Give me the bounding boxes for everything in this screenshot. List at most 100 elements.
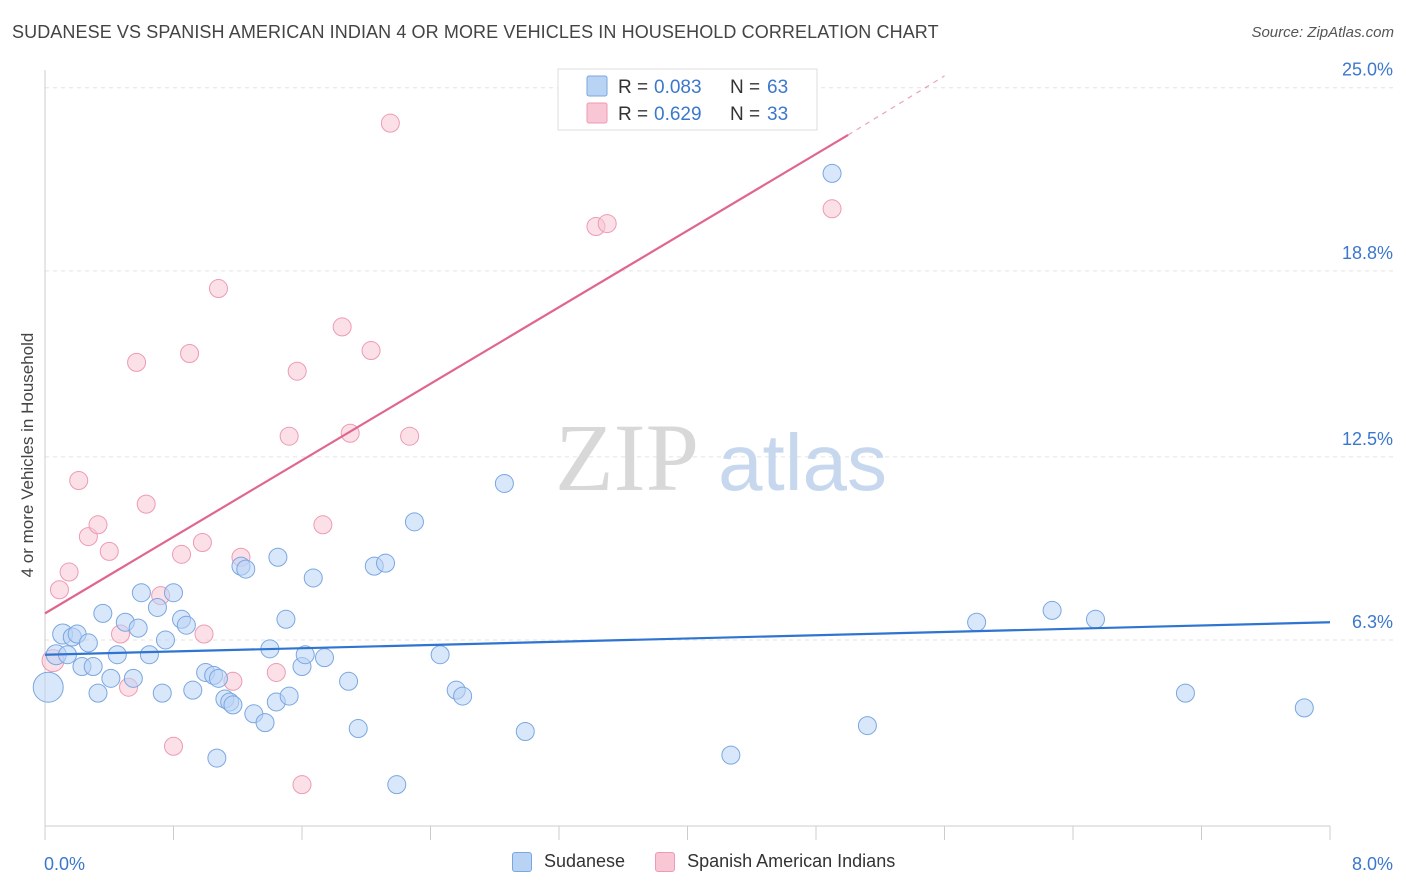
sudanese-point — [276, 609, 296, 629]
sudanese-point — [404, 512, 424, 532]
legend-r-value-2: 0.629 — [654, 104, 702, 125]
sudanese-point — [255, 713, 275, 733]
sudanese-point — [721, 745, 741, 765]
spanish-point — [180, 344, 200, 363]
sudanese-point — [107, 645, 127, 665]
sudanese-point — [1085, 609, 1105, 629]
spanish-point — [194, 624, 214, 644]
watermark-atlas: atlas — [718, 418, 887, 507]
y-tick-label: 25.0% — [1342, 60, 1393, 80]
sudanese-point — [857, 716, 877, 736]
legend-r-value-1: 0.083 — [654, 77, 702, 98]
chart-title: SUDANESE VS SPANISH AMERICAN INDIAN 4 OR… — [12, 22, 939, 42]
legend-label-sudanese: Sudanese — [544, 851, 626, 871]
legend-label-spanish: Spanish American Indians — [687, 851, 896, 871]
sudanese-point — [268, 547, 288, 567]
spanish-point — [164, 736, 183, 756]
sudanese-point — [128, 618, 148, 638]
spanish-point — [208, 279, 228, 299]
spanish-point — [597, 214, 617, 234]
sudanese-point — [78, 633, 98, 653]
sudanese-point — [131, 583, 151, 603]
x-tick-label-max: 8.0% — [1352, 854, 1393, 874]
legend-r-label-1: R = — [618, 77, 648, 98]
legend-swatch-spanish — [586, 102, 608, 124]
trendlines — [44, 75, 1331, 656]
spanish-point — [49, 580, 69, 600]
y-tick-label: 6.3% — [1352, 612, 1393, 632]
sudanese-point — [494, 473, 514, 493]
legend-r-label-2: R = — [618, 104, 648, 125]
legend-n-value-1: 63 — [767, 77, 788, 98]
y-tick-label: 18.8% — [1342, 243, 1393, 263]
sudanese-trendline — [44, 621, 1331, 656]
sudanese-point — [1175, 683, 1195, 703]
sudanese-point — [1042, 600, 1062, 620]
legend-n-label-1: N = — [730, 77, 760, 98]
spanish-point — [313, 515, 333, 535]
y-tick-labels: 6.3% 12.5% 18.8% 25.0% — [1342, 60, 1393, 632]
sudanese-point — [967, 612, 987, 632]
sudanese-point — [147, 597, 167, 617]
spanish-point — [361, 341, 381, 361]
spanish-point — [822, 199, 842, 219]
sudanese-point — [83, 657, 103, 677]
sudanese-point — [453, 686, 473, 706]
sudanese-point — [139, 645, 159, 665]
spanish-trendline-extension — [847, 75, 945, 136]
spanish-point — [266, 662, 286, 682]
sudanese-point — [822, 163, 842, 183]
sudanese-point — [236, 559, 256, 579]
spanish-point — [192, 533, 212, 552]
spanish-point — [287, 361, 307, 381]
legend-swatch-spanish-bottom — [655, 851, 676, 872]
spanish-point — [88, 515, 108, 535]
sudanese-point — [183, 680, 203, 700]
spanish-point — [136, 494, 156, 514]
watermark-zip: ZIP — [555, 404, 699, 511]
spanish-point — [99, 541, 119, 561]
x-tick-label-min: 0.0% — [44, 854, 85, 874]
sudanese-point — [93, 603, 113, 623]
legend-bottom: Sudanese Spanish American Indians — [512, 851, 925, 872]
y-tick-label: 12.5% — [1342, 429, 1393, 449]
sudanese-point — [515, 722, 535, 741]
spanish-point — [279, 426, 299, 446]
spanish-point — [69, 470, 89, 490]
sudanese-point — [223, 695, 243, 715]
sudanese-points — [32, 163, 1314, 795]
sudanese-point — [123, 668, 143, 688]
sudanese-point — [101, 668, 121, 688]
sudanese-point — [339, 671, 359, 691]
spanish-point — [172, 544, 192, 564]
legend-n-value-2: 33 — [767, 104, 788, 125]
sudanese-point — [348, 719, 368, 739]
sudanese-point — [387, 775, 407, 795]
spanish-point — [292, 775, 312, 795]
spanish-point — [400, 426, 420, 446]
sudanese-point — [164, 583, 183, 603]
sudanese-point — [155, 630, 175, 650]
sudanese-point — [314, 648, 334, 668]
sudanese-point — [208, 668, 228, 688]
legend-swatch-sudanese-bottom — [512, 851, 532, 872]
legend-swatch-sudanese — [586, 75, 608, 97]
sudanese-point — [279, 686, 299, 706]
sudanese-point — [430, 645, 450, 665]
sudanese-point — [32, 671, 64, 703]
sudanese-point — [176, 615, 196, 635]
spanish-point — [127, 352, 147, 372]
sudanese-point — [303, 568, 323, 588]
legend-top: R = 0.083 N = 63 R = 0.629 N = 33 — [557, 68, 818, 131]
spanish-point — [332, 317, 352, 337]
legend-item-spanish[interactable]: Spanish American Indians — [655, 851, 895, 872]
spanish-point — [59, 562, 79, 582]
sudanese-point — [152, 683, 172, 703]
spanish-point — [380, 113, 400, 133]
legend-n-label-2: N = — [730, 104, 760, 125]
source-credit: Source: ZipAtlas.com — [1251, 24, 1394, 41]
spanish-trendline — [44, 134, 849, 615]
sudanese-point — [295, 645, 315, 665]
legend-item-sudanese[interactable]: Sudanese — [512, 851, 625, 872]
